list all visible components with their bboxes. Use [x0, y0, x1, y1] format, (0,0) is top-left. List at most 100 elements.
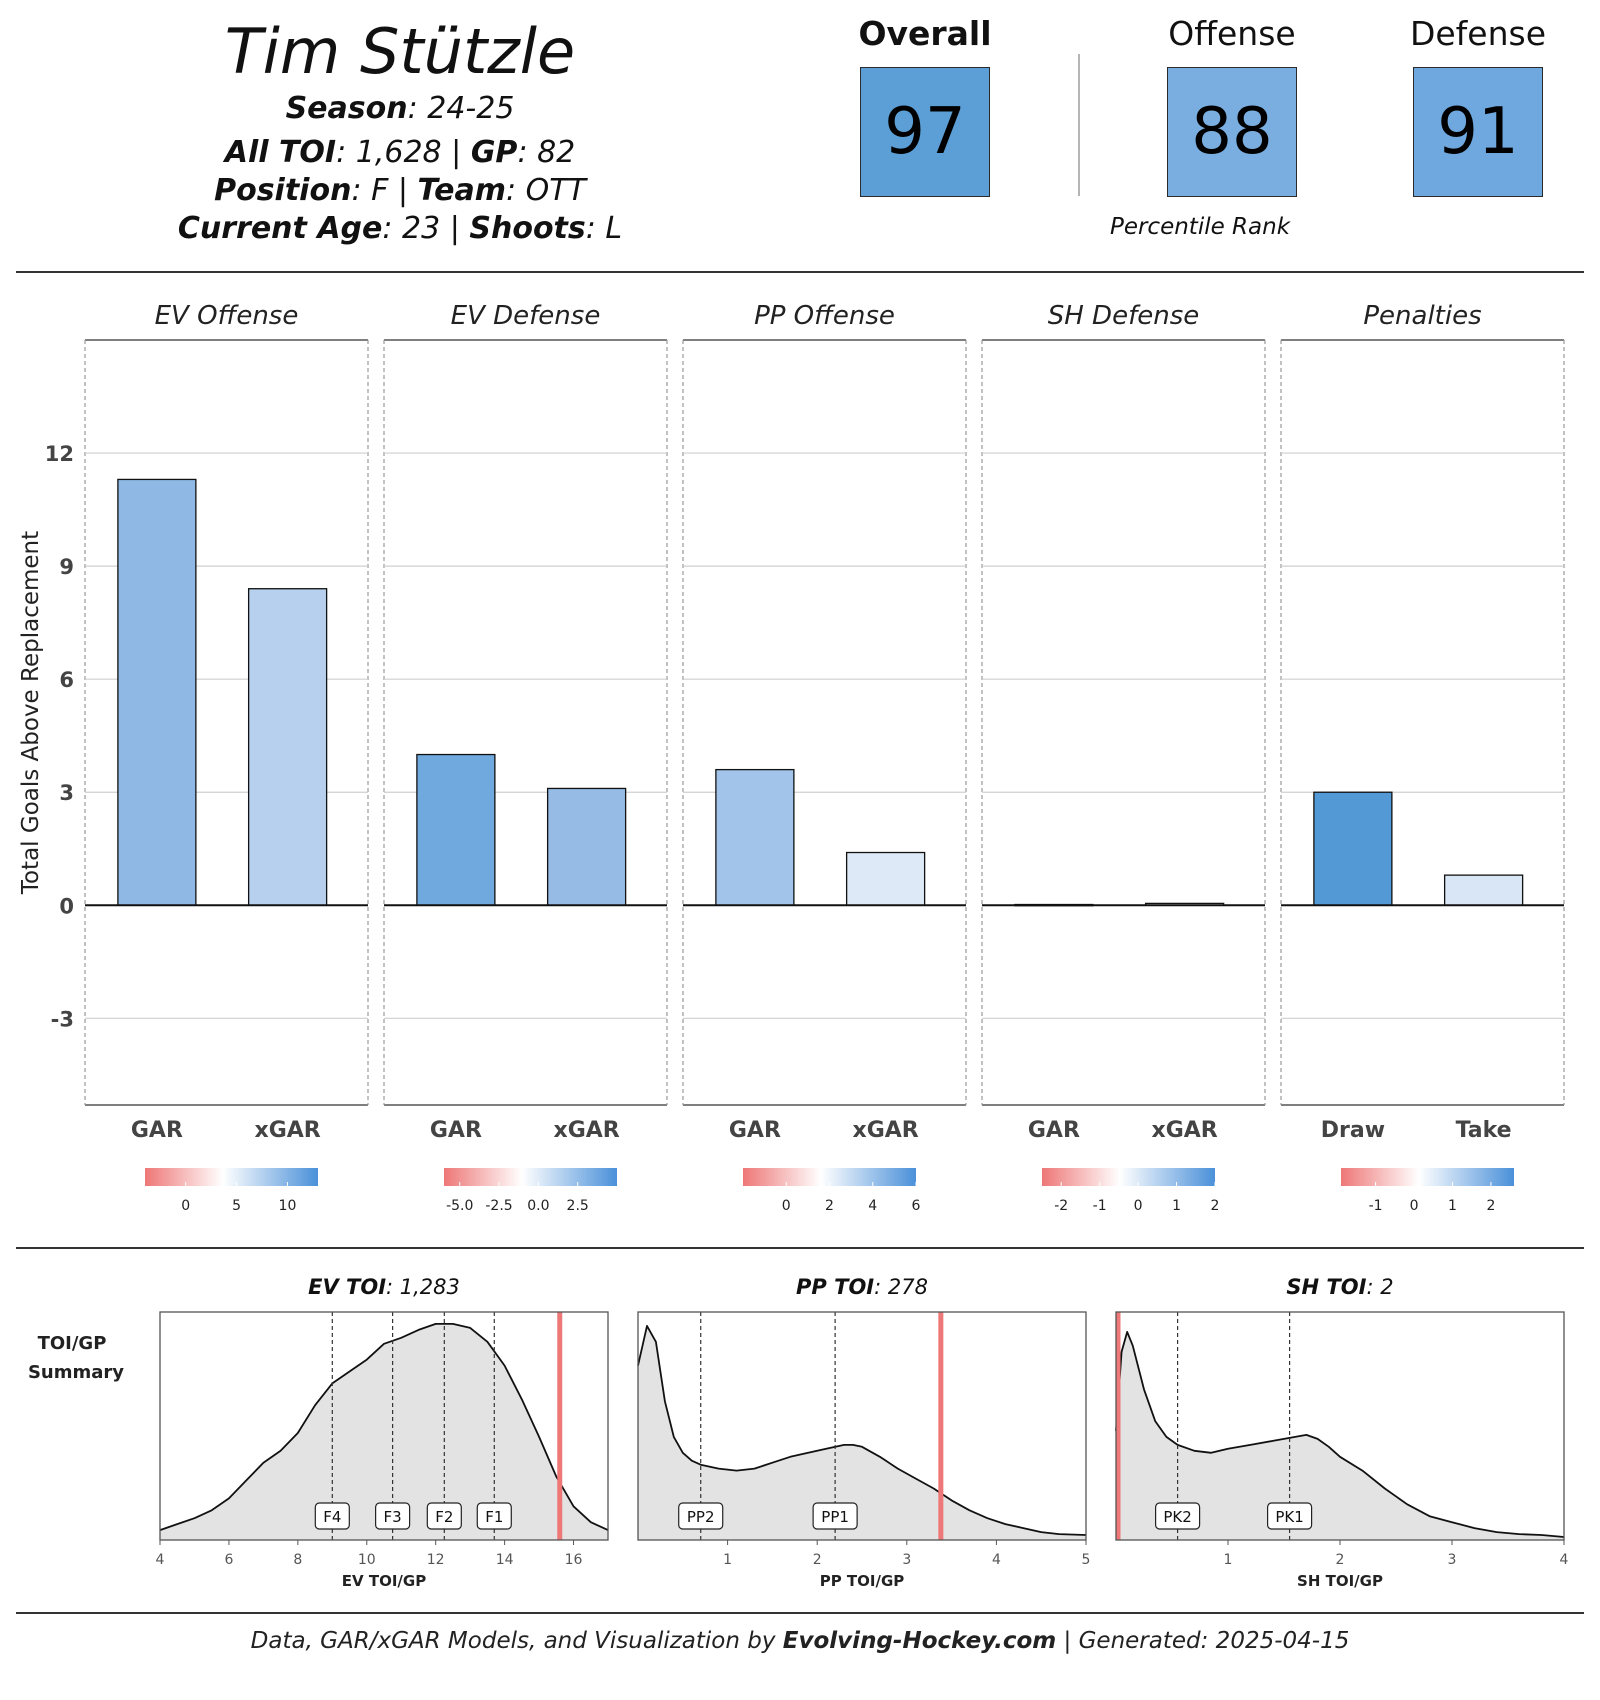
player-name: Tim Stützle [224, 15, 576, 88]
legend-tick-label: 0 [181, 1198, 190, 1214]
x-tick-label: 3 [1448, 1552, 1457, 1568]
x-tick-label: 4 [1560, 1552, 1569, 1568]
position-team-line: Position: F | Team: OTT [0, 172, 800, 210]
player-header: Tim Stützle Season: 24-25 All TOI: 1,628… [0, 14, 800, 248]
percentile-rank-label: Percentile Rank [1109, 214, 1291, 240]
toi-title-value: : 1,283 [386, 1275, 460, 1299]
marker-label-f3: F3 [384, 1508, 402, 1526]
legend-gradient [1341, 1168, 1514, 1186]
x-tick-label: 4 [992, 1552, 1001, 1568]
density-line [159, 1323, 609, 1531]
legend-tick-label: -5.0 [446, 1198, 473, 1214]
offense-label: Offense [1168, 14, 1296, 53]
legend-tick-label: 10 [279, 1198, 297, 1214]
panel-title: SH Defense [1048, 301, 1200, 331]
overall-score-box: 97 [860, 67, 990, 197]
bar-draw [1313, 791, 1393, 906]
panel-ev-offense: EV Offense GAR xGAR 0 5 10 [84, 301, 369, 1214]
x-tick-label: 4 [156, 1552, 165, 1568]
toi-panel-frame [159, 1311, 609, 1541]
marker-label-pp1: PP1 [821, 1508, 849, 1526]
legend-tick-label: 0 [1134, 1198, 1143, 1214]
marker-label-box [375, 1502, 411, 1530]
bar-xgar [247, 588, 328, 906]
season-value: : 24-25 [407, 91, 515, 126]
marker-label-box [812, 1502, 858, 1530]
marker-label-box [426, 1502, 462, 1530]
marker-label-pk2: PK2 [1163, 1508, 1191, 1526]
marker-label-f4: F4 [323, 1508, 341, 1526]
y-tick-label: 12 [45, 442, 74, 466]
season-label: Season [285, 91, 408, 126]
x-tick-label: 10 [358, 1552, 376, 1568]
x-axis-label: PP TOI/GP [820, 1572, 905, 1590]
footer-site: Evolving-Hockey.com [782, 1628, 1057, 1654]
footer-credit: Data, GAR/xGAR Models, and Visualization… [0, 1628, 1600, 1654]
marker-label-f2: F2 [435, 1508, 453, 1526]
bar-gar [117, 478, 197, 906]
toi-title-label: EV TOI [308, 1275, 386, 1299]
bar-xgar [546, 787, 627, 906]
legend-tick-label: 4 [868, 1198, 877, 1214]
season-line: Season: 24-25 [0, 90, 800, 128]
toi-value: : 1,628 | [336, 135, 471, 170]
toi-gp-line: All TOI: 1,628 | GP: 82 [0, 134, 800, 172]
legend-tick-label: -2 [1054, 1198, 1068, 1214]
marker-label-box [314, 1502, 350, 1530]
x-tick-label: xGAR [554, 1118, 620, 1143]
bar-gar [715, 768, 795, 906]
x-axis-label: SH TOI/GP [1297, 1572, 1383, 1590]
density-area [160, 1323, 608, 1540]
marker-label-f1: F1 [485, 1508, 503, 1526]
age-label: Current Age [177, 211, 383, 246]
y-axis-label: Total Goals Above Replacement [18, 531, 44, 895]
legend-tick-label: 0 [1410, 1198, 1419, 1214]
gp-value: : 82 [517, 135, 576, 170]
toi-panel-title: PP TOI: 278 [796, 1275, 928, 1299]
age-value: : 23 | [382, 211, 470, 246]
position-label: Position [214, 173, 352, 208]
y-tick-label: 0 [59, 894, 74, 918]
overall-label: Overall [858, 14, 992, 53]
x-tick-label: GAR [430, 1118, 482, 1143]
x-tick-label: Take [1456, 1118, 1512, 1143]
divider-middle [16, 1247, 1584, 1249]
x-tick-label: 12 [427, 1552, 445, 1568]
legend-tick-label: -1 [1369, 1198, 1383, 1214]
legend-gradient [743, 1168, 916, 1186]
x-tick-label: 5 [1082, 1552, 1091, 1568]
divider-top [16, 271, 1584, 273]
x-tick-label: xGAR [1152, 1118, 1218, 1143]
x-tick-label: xGAR [255, 1118, 321, 1143]
panel-title: PP Offense [754, 301, 895, 331]
bar-gar [416, 753, 496, 906]
toi-panel-title: EV TOI: 1,283 [308, 1275, 460, 1299]
x-tick-label: 14 [496, 1552, 514, 1568]
legend-gradient [1042, 1168, 1215, 1186]
legend-gradient [444, 1168, 617, 1186]
toi-panel-sh: SH TOI: 2 PK2 PK1 1 2 3 4 SH TOI/GP [1115, 1275, 1569, 1590]
toi-title-value: : 2 [1366, 1275, 1393, 1299]
x-tick-label: GAR [131, 1118, 183, 1143]
marker-label-box [678, 1502, 724, 1530]
age-shoots-line: Current Age: 23 | Shoots: L [0, 210, 800, 248]
panel-ev-defense: EV Defense GAR xGAR -5.0 -2.5 0.0 2.5 [383, 301, 668, 1214]
legend-tick-label: 2 [1211, 1198, 1220, 1214]
legend-tick-label: 2 [825, 1198, 834, 1214]
x-tick-label: 2 [813, 1552, 822, 1568]
x-tick-label: xGAR [853, 1118, 919, 1143]
legend-tick-label: -1 [1093, 1198, 1107, 1214]
x-tick-label: 1 [1224, 1552, 1233, 1568]
gar-bar-chart: Total Goals Above Replacement129630-3EV … [18, 301, 1565, 1214]
x-tick-label: 16 [565, 1552, 583, 1568]
toi-label: All TOI [224, 135, 337, 170]
toi-panel-frame [637, 1311, 1087, 1541]
position-value: : F | [351, 173, 418, 208]
x-tick-label: Draw [1321, 1118, 1385, 1143]
y-tick-label: 9 [59, 555, 74, 579]
marker-label-box [1266, 1502, 1313, 1530]
marker-label-box [476, 1502, 512, 1530]
x-axis-label: EV TOI/GP [342, 1572, 426, 1590]
shoots-label: Shoots [469, 211, 586, 246]
panel-title: Penalties [1363, 301, 1481, 331]
